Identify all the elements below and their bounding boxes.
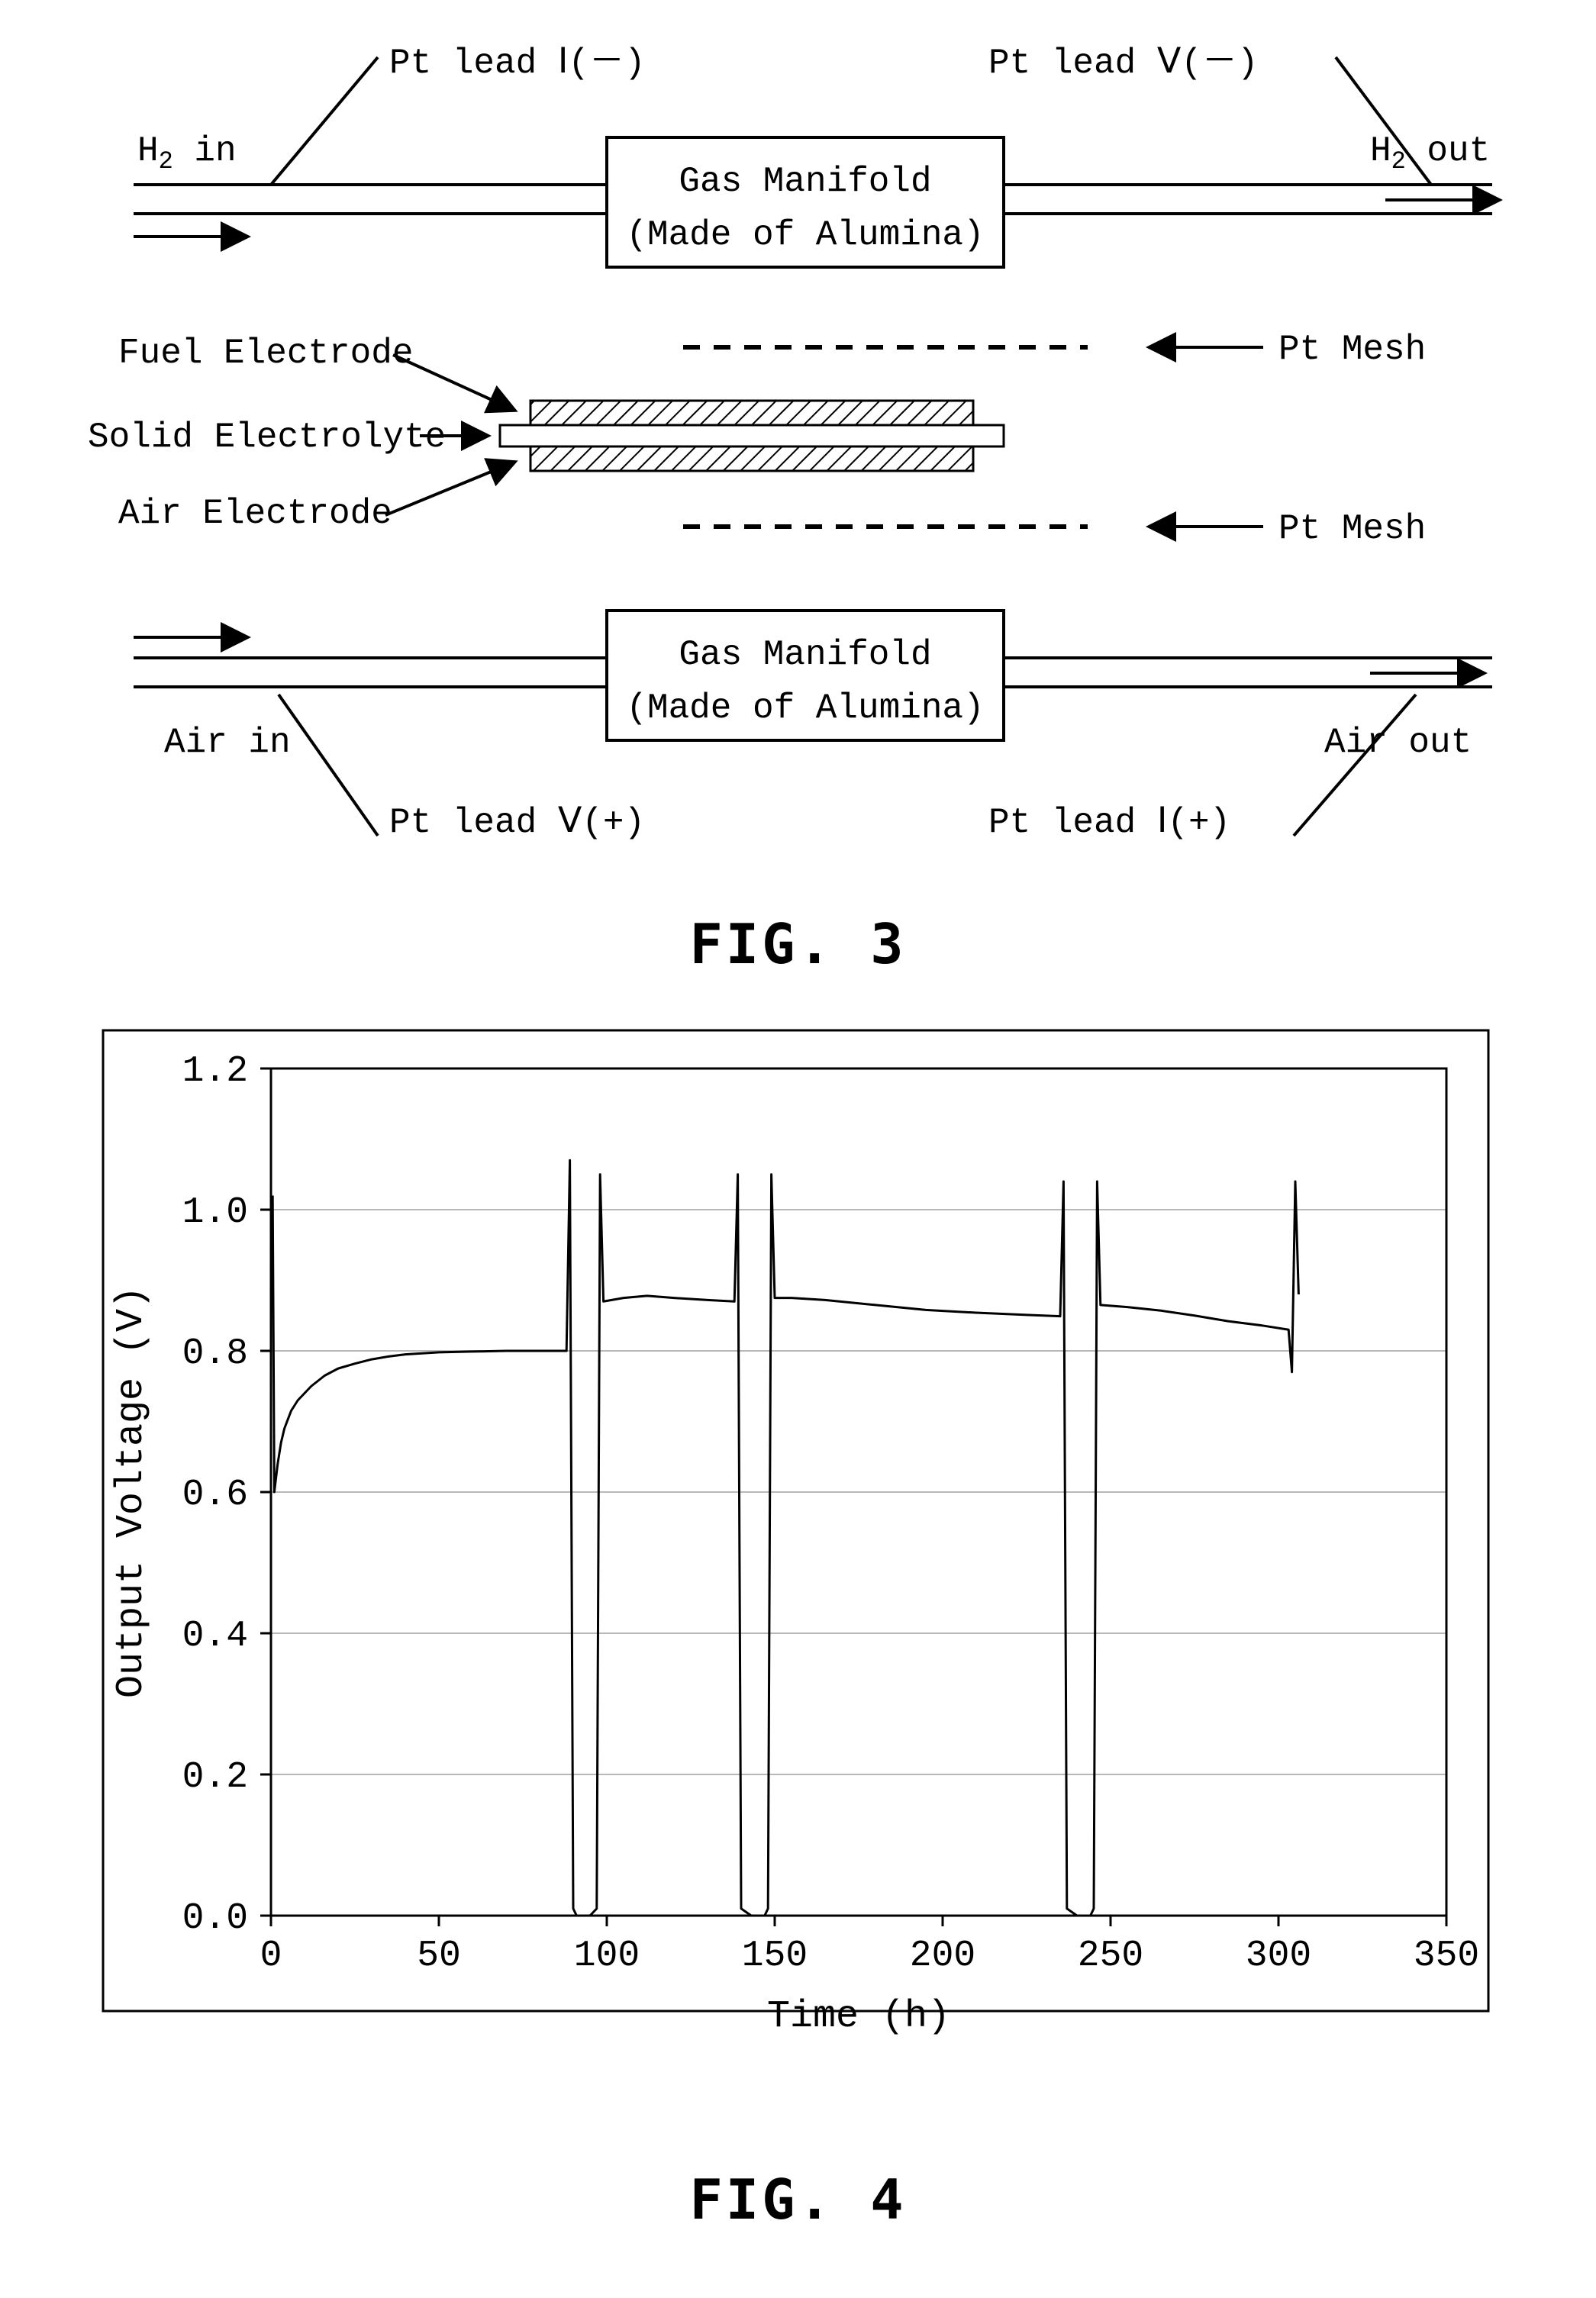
solid-electrolyte-layer xyxy=(500,425,1004,446)
label-gas-manifold-bot-l1: Gas Manifold xyxy=(679,635,931,675)
xtick-label: 350 xyxy=(1414,1935,1479,1977)
fig3-diagram: Pt lead Ⅰ(－) Pt lead Ⅴ(－) H2 in H2 out G… xyxy=(73,15,1523,969)
label-pt-lead-v-pos: Pt lead Ⅴ(+) xyxy=(389,803,645,843)
fig4-caption: FIG. 4 xyxy=(0,2167,1596,2232)
y-axis-label: Output Voltage (V) xyxy=(110,1286,153,1698)
ytick-label: 0.4 xyxy=(182,1616,248,1657)
label-h2-out: H2 out xyxy=(1370,131,1490,176)
label-air-out: Air out xyxy=(1324,723,1472,762)
xtick-label: 250 xyxy=(1078,1935,1143,1977)
label-fuel-electrode: Fuel Electrode xyxy=(118,334,413,373)
ytick-label: 0.6 xyxy=(182,1475,248,1516)
xtick-label: 200 xyxy=(910,1935,975,1977)
xtick-label: 150 xyxy=(742,1935,808,1977)
xtick-label: 100 xyxy=(574,1935,640,1977)
xtick-label: 300 xyxy=(1246,1935,1311,1977)
xtick-label: 50 xyxy=(417,1935,461,1977)
label-pt-lead-v-neg: Pt lead Ⅴ(－) xyxy=(988,44,1259,83)
xtick-label: 0 xyxy=(260,1935,282,1977)
label-air-in: Air in xyxy=(164,723,291,762)
fig4-chart: 0 50 100 150 200 250 300 350 0.0 0.2 0.4 0.6 0.8 1.0 1… xyxy=(73,1023,1523,2129)
label-h2-in: H2 in xyxy=(137,131,237,176)
ytick-label: 1.2 xyxy=(182,1051,248,1092)
label-pt-lead-i-neg: Pt lead Ⅰ(－) xyxy=(389,44,646,83)
label-pt-mesh-top: Pt Mesh xyxy=(1278,330,1426,369)
voltage-trace xyxy=(272,1160,1298,1916)
ytick-label: 0.8 xyxy=(182,1333,248,1375)
ytick-label: 0.2 xyxy=(182,1757,248,1798)
label-gas-manifold-top-l2: (Made of Alumina) xyxy=(626,215,984,255)
x-axis-label: Time (h) xyxy=(767,1995,950,2039)
ytick-label: 1.0 xyxy=(182,1192,248,1233)
fuel-electrode-layer xyxy=(530,401,973,425)
label-air-electrode: Air Electrode xyxy=(118,494,392,533)
label-pt-lead-i-pos: Pt lead Ⅰ(+) xyxy=(988,803,1230,843)
fig3-caption: FIG. 3 xyxy=(0,912,1596,976)
label-gas-manifold-top-l1: Gas Manifold xyxy=(679,162,931,201)
label-pt-mesh-bottom: Pt Mesh xyxy=(1278,509,1426,549)
air-electrode-layer xyxy=(530,446,973,471)
label-solid-electrolyte: Solid Electrolyte xyxy=(88,417,446,457)
label-gas-manifold-bot-l2: (Made of Alumina) xyxy=(626,688,984,728)
ytick-label: 0.0 xyxy=(182,1898,248,1939)
